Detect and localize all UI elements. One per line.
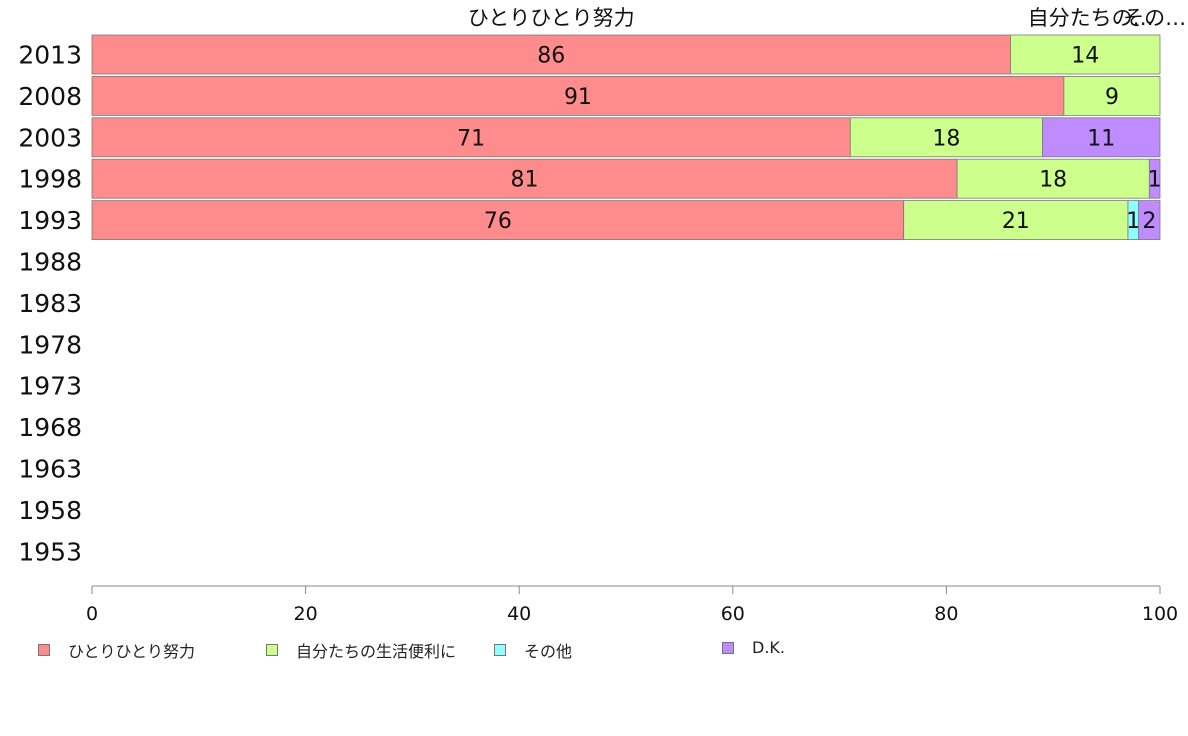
category-label-1998: 1998 [18, 165, 82, 194]
data-label-1993-series-2: 1 [1126, 209, 1140, 234]
legend-label-convenience: 自分たちの生活便利に [296, 642, 457, 661]
data-label-2003-series-3: 11 [1087, 126, 1115, 151]
x-tick-label-60: 60 [721, 603, 745, 625]
x-tick-label-20: 20 [294, 603, 318, 625]
category-label-1983: 1983 [18, 289, 82, 318]
category-label-1963: 1963 [18, 455, 82, 484]
category-label-1988: 1988 [18, 248, 82, 277]
x-tick-label-40: 40 [507, 603, 531, 625]
legend-swatch-effort [38, 644, 50, 656]
bar-2008-series-1 [1063, 76, 1161, 116]
top-label-1: 自分たちの… [1028, 6, 1154, 30]
data-label-2013-series-1: 14 [1071, 44, 1099, 69]
top-label-0: ひとりひとり努力 [468, 6, 635, 30]
top-label-2: その… [1123, 6, 1186, 30]
bar-1998-series-0 [91, 158, 958, 199]
legend-label-other: その他 [524, 642, 573, 661]
bar-2008-series-0 [91, 76, 1065, 116]
data-label-1993-series-1: 21 [1002, 209, 1030, 234]
data-label-1993-series-0: 76 [484, 209, 512, 234]
legend-swatch-other [494, 644, 506, 656]
legend-item-other: その他 [494, 638, 572, 662]
category-label-1993: 1993 [18, 206, 82, 235]
category-label-2008: 2008 [18, 82, 82, 111]
data-label-1998-series-1: 18 [1039, 168, 1067, 193]
category-label-1973: 1973 [18, 372, 82, 401]
data-label-2003-series-1: 18 [932, 126, 960, 151]
legend-label-effort: ひとりひとり努力 [68, 642, 196, 661]
legend-item-effort: ひとりひとり努力 [38, 638, 195, 662]
bar-1998-series-1 [956, 158, 1150, 199]
legend-swatch-dk [722, 641, 734, 654]
bar-2003-series-1 [849, 117, 1043, 158]
category-label-1958: 1958 [18, 496, 82, 525]
bar-1993-series-3 [1138, 200, 1161, 241]
legend-swatch-convenience [266, 644, 278, 656]
legend-label-dk: D.K. [752, 638, 785, 657]
data-label-1998-series-3: 1 [1148, 168, 1162, 193]
bar-1993-series-1 [903, 200, 1129, 241]
bar-2013-series-0 [91, 34, 1011, 75]
category-label-1953: 1953 [18, 537, 82, 566]
data-label-1993-series-3: 2 [1142, 209, 1156, 234]
category-label-1978: 1978 [18, 330, 82, 359]
bar-2013-series-1 [1010, 34, 1161, 75]
category-label-1968: 1968 [18, 413, 82, 442]
category-label-2003: 2003 [18, 123, 82, 152]
bar-1998-series-3 [1148, 158, 1161, 199]
x-tick-label-100: 100 [1142, 603, 1178, 625]
category-label-2013: 2013 [18, 41, 82, 70]
bar-2003-series-0 [91, 117, 851, 158]
data-label-2008-series-1: 9 [1105, 85, 1119, 110]
data-label-1998-series-0: 81 [511, 168, 539, 193]
bar-2003-series-3 [1042, 117, 1161, 158]
legend-item-dk: D.K. [722, 638, 785, 657]
bar-1993-series-0 [91, 200, 905, 241]
legend-item-convenience: 自分たちの生活便利に [266, 638, 456, 662]
data-label-2008-series-0: 91 [564, 85, 592, 110]
legend: ひとりひとり努力 自分たちの生活便利に その他 D.K. [38, 638, 1188, 662]
data-label-2003-series-0: 71 [457, 126, 485, 151]
x-tick-label-80: 80 [934, 603, 958, 625]
x-tick-label-0: 0 [86, 603, 98, 625]
data-label-2013-series-0: 86 [537, 44, 565, 69]
